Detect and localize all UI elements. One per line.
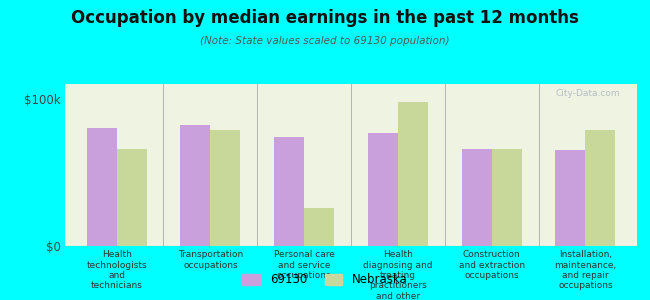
Bar: [180, 125, 211, 246]
Bar: [211, 130, 240, 246]
Bar: [116, 149, 147, 246]
Bar: [491, 149, 522, 246]
Text: Occupation by median earnings in the past 12 months: Occupation by median earnings in the pas…: [71, 9, 579, 27]
Bar: [368, 133, 398, 246]
Legend: 69130, Nebraska: 69130, Nebraska: [238, 269, 412, 291]
Bar: [304, 208, 334, 246]
Text: City-Data.com: City-Data.com: [555, 89, 620, 98]
Text: (Note: State values scaled to 69130 population): (Note: State values scaled to 69130 popu…: [200, 36, 450, 46]
Bar: [555, 150, 586, 246]
Bar: [86, 128, 116, 246]
Bar: [586, 130, 616, 246]
Bar: [462, 149, 491, 246]
Bar: [398, 102, 428, 246]
Bar: [274, 137, 304, 246]
